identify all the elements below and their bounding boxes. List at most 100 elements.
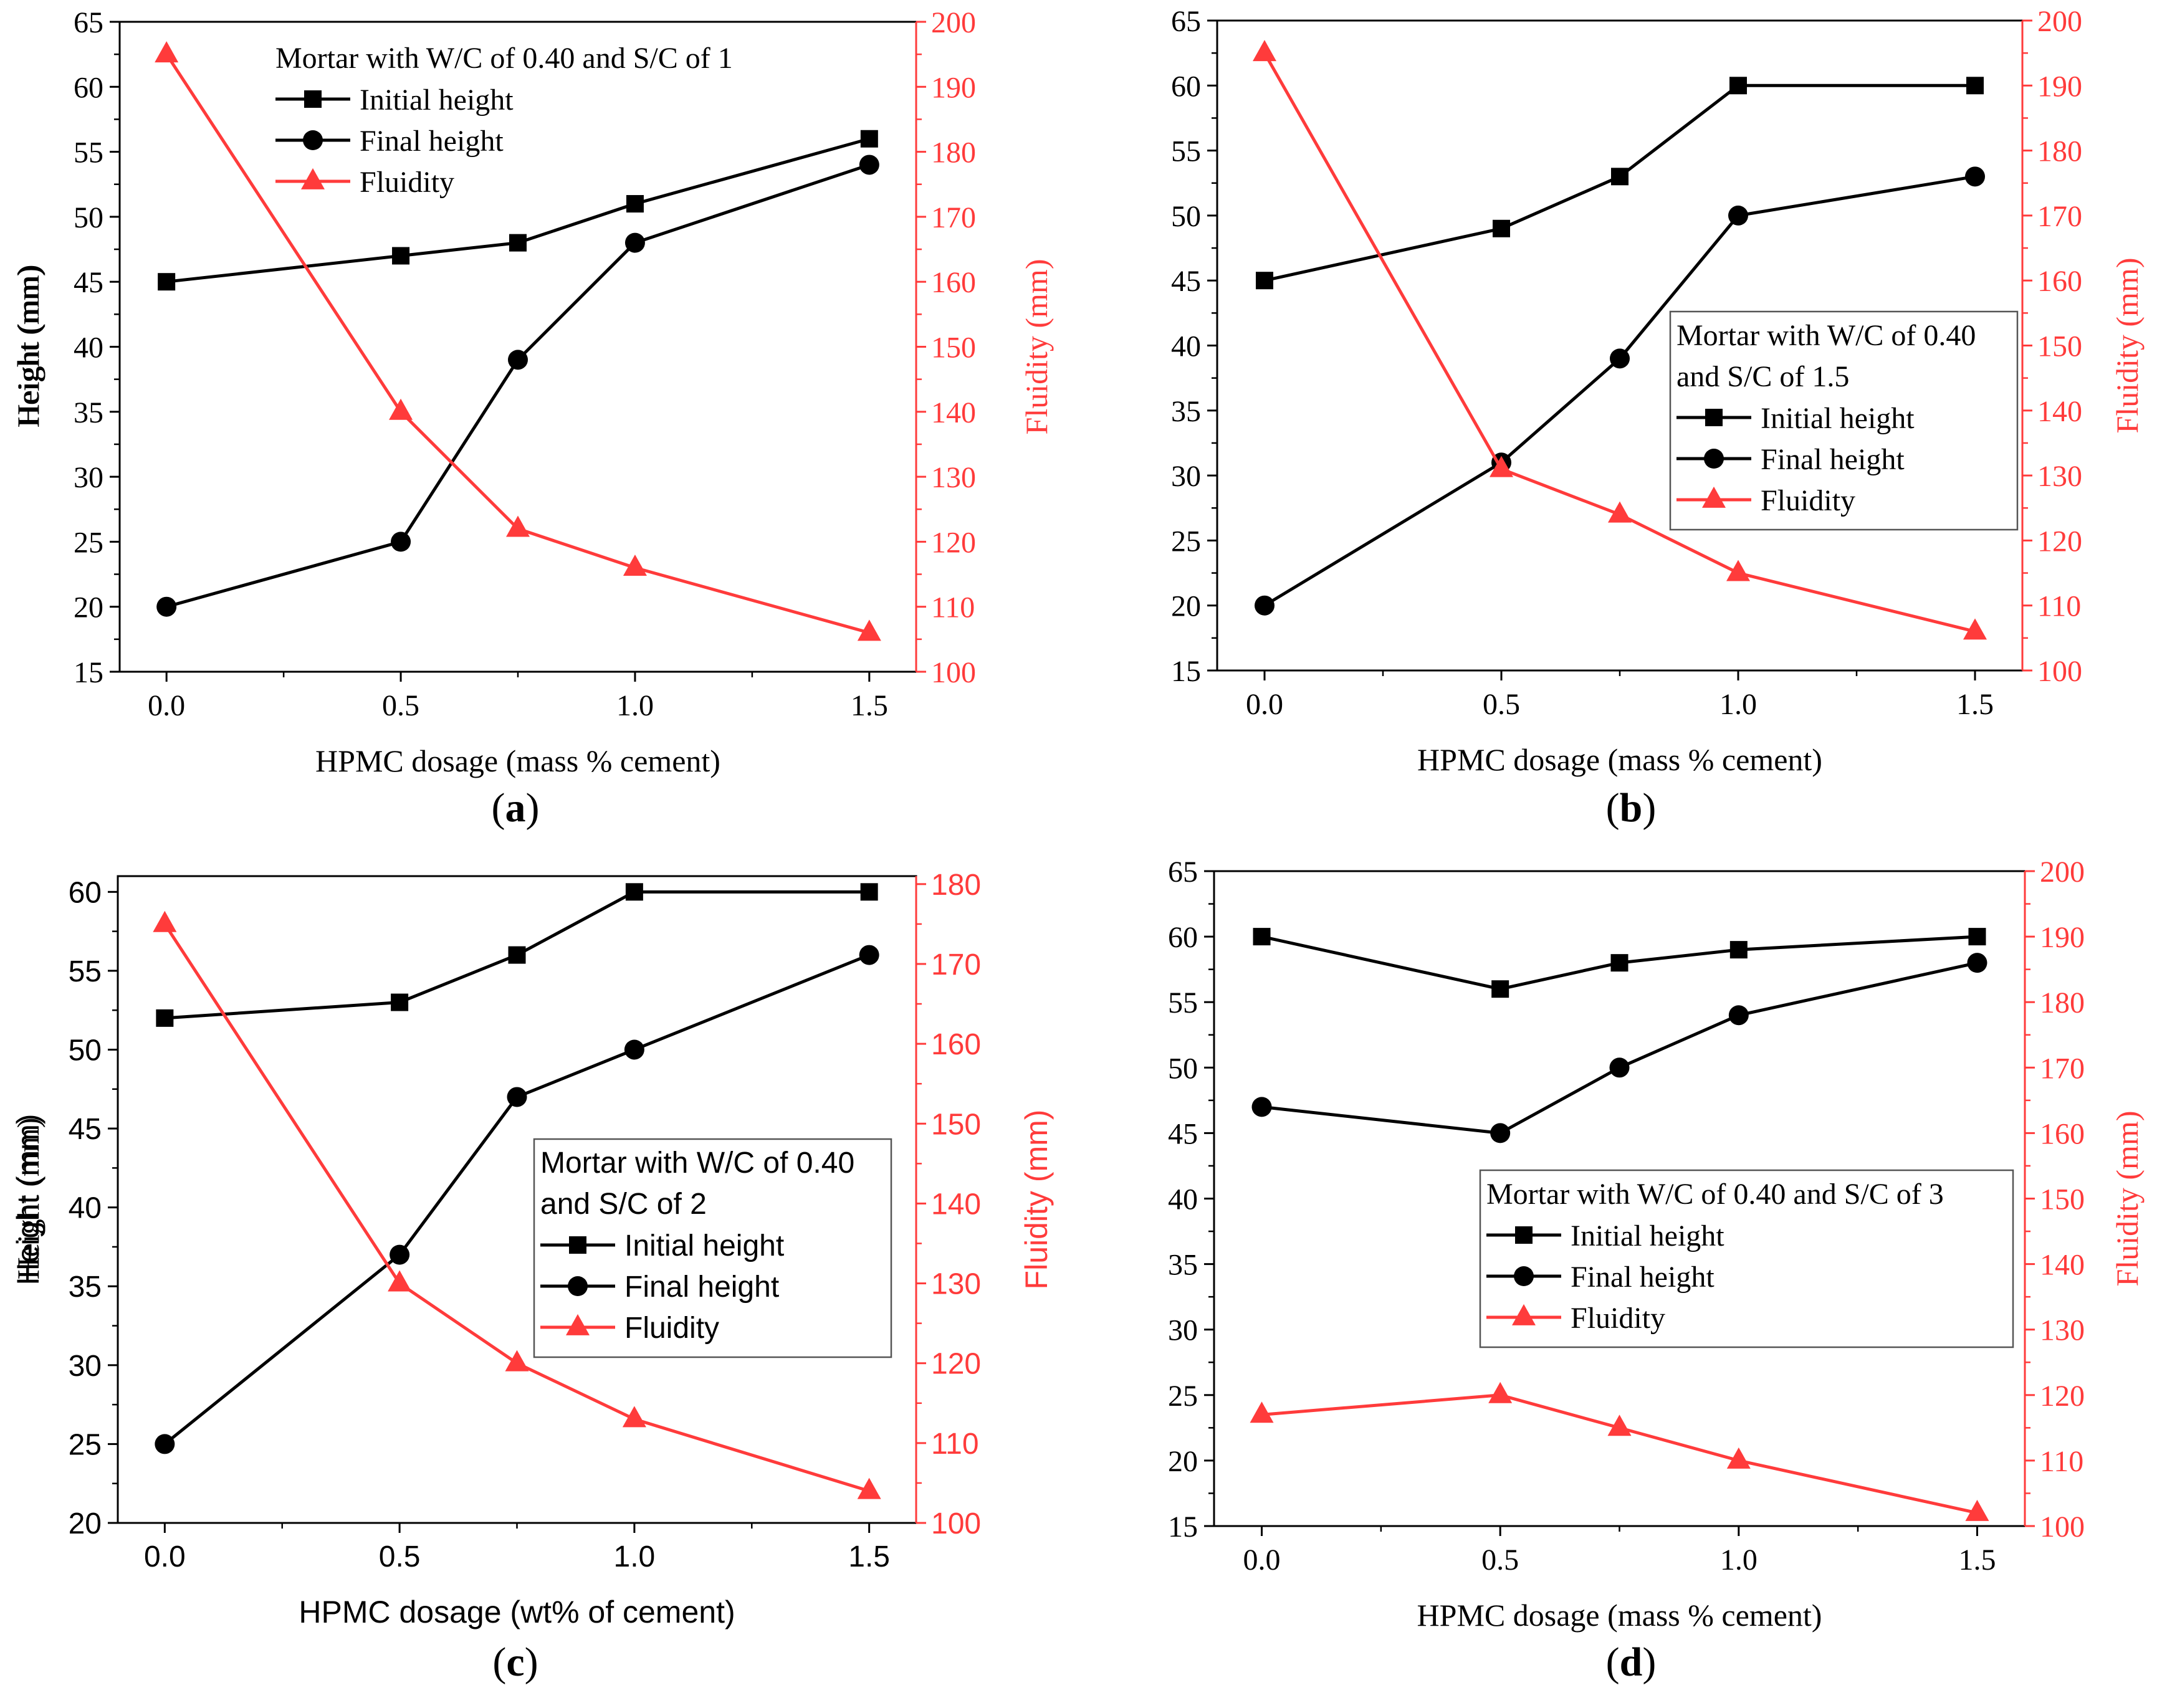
y2-tick-label: 170 [931,948,981,981]
y2-tick-label: 110 [2040,1445,2083,1478]
y-tick-label: 20 [69,1507,102,1540]
data-point-fluidity [1608,501,1632,523]
y-tick-label: 30 [1168,1314,1198,1347]
y-tick-label: 40 [1168,1183,1198,1216]
data-point-initial-height [1729,77,1747,95]
data-point-initial-height [860,130,878,148]
y2-tick-label: 150 [2040,1183,2085,1216]
y2-tick-label: 100 [2037,655,2082,688]
y2-tick-label: 140 [2040,1249,2085,1282]
y2-tick-label: 170 [2037,200,2082,233]
data-point-final-height [390,1244,410,1265]
data-point-fluidity [153,910,177,932]
data-point-final-height [1255,595,1275,616]
legend-marker-final-height [1704,449,1724,469]
y-tick-label: 15 [1168,1510,1198,1543]
x-tick-label: 0.5 [382,689,419,722]
y-tick-label: 30 [69,1350,102,1383]
series-line-initial-height [166,137,870,284]
y-tick-label: 30 [74,461,103,494]
data-point-initial-height [509,234,527,252]
y-tick-label: 20 [1168,1445,1198,1478]
data-point-fluidity [505,1350,529,1372]
y2-tick-label: 100 [2040,1510,2085,1543]
legend-entry-final-height: Final height [1571,1261,1715,1294]
x-tick-label: 1.0 [614,1540,656,1573]
data-point-initial-height [860,883,878,901]
plot-frame [118,21,917,673]
y-tick-label: 45 [1168,1117,1198,1150]
data-point-fluidity [1490,456,1513,477]
legend-marker-initial-height [1705,409,1723,426]
legend-entry-initial-height: Initial height [624,1229,784,1262]
legend-title: Mortar with W/C of 0.40 [540,1147,854,1180]
y-tick-label: 55 [69,955,102,988]
x-axis-label: HPMC dosage (mass % cement) [1417,1598,1822,1633]
data-point-fluidity [857,619,881,641]
x-tick-label: 0.0 [1246,688,1283,721]
data-point-final-height [624,232,645,253]
data-point-final-height [859,155,879,175]
y2-tick-label: 120 [2040,1380,2085,1413]
data-point-fluidity [1488,1381,1513,1403]
legend-title: Mortar with W/C of 0.40 and S/C of 1 [275,42,733,75]
legend-marker-fluidity [301,168,325,189]
data-point-initial-height [1966,77,1984,95]
data-point-final-height [1251,1097,1272,1117]
x-tick-label: 1.5 [851,689,888,722]
y2-tick-label: 130 [931,1268,981,1301]
data-point-initial-height [1493,219,1510,237]
data-point-fluidity [389,398,413,420]
data-point-fluidity [1963,618,1987,640]
legend-entry-final-height: Final height [360,125,504,158]
y2-axis-label: Fluidity (mm) [1019,259,1054,435]
data-point-initial-height [392,247,410,265]
data-point-final-height [1609,1057,1630,1078]
data-point-initial-height [625,883,643,901]
data-point-initial-height [508,946,526,964]
y2-tick-label: 130 [2040,1314,2085,1347]
y-tick-label: 30 [1171,460,1201,493]
y2-tick-label: 110 [931,1428,979,1461]
legend-entry-initial-height: Initial height [1761,402,1915,435]
x-tick-label: 0.5 [1483,688,1520,721]
y-tick-label: 55 [74,136,103,169]
y2-axis-label: Fluidity (mm) [2110,258,2145,434]
y-tick-label: 35 [69,1271,102,1304]
y-tick-label: 25 [74,526,103,559]
y-axis-label: Height (mm) [11,1114,45,1285]
legend-frame [533,1138,892,1358]
y2-tick-label: 200 [2037,5,2082,38]
panel-label: (c) [492,1639,538,1685]
legend-title: Mortar with W/C of 0.40 and S/C of 3 [1486,1178,1944,1211]
x-tick-label: 1.5 [1956,688,1994,721]
legend-marker-final-height [303,130,323,150]
y-tick-label: 35 [1171,395,1201,428]
data-point-final-height [859,945,879,965]
data-point-initial-height [1491,980,1509,998]
data-point-final-height [1490,1123,1511,1143]
y-tick-label: 65 [1168,856,1198,889]
y2-tick-label: 120 [931,526,976,559]
y2-tick-label: 110 [2037,590,2081,623]
legend-frame [1479,1169,2014,1348]
chart-panel-a: 0.0 0.5 1.0 1.5 15 20 25 30 35 40 45 50 55 60 65 100 110… [11,6,1054,831]
panel-label: (b) [1606,785,1657,831]
data-point-fluidity [1965,1499,1989,1521]
data-point-final-height [1965,166,1985,187]
legend-marker-initial-height [1515,1226,1533,1244]
data-point-initial-height [1611,168,1629,186]
y2-tick-label: 130 [2037,460,2082,493]
y-tick-label: 65 [1171,5,1201,38]
data-point-final-height [508,350,528,370]
y2-tick-label: 180 [931,869,981,902]
y2-tick-label: 140 [931,1188,981,1221]
data-point-initial-height [1256,272,1273,290]
y2-tick-label: 150 [931,1108,981,1141]
legend-marker-final-height [568,1276,588,1296]
y-tick-label: 50 [74,201,103,234]
y2-tick-label: 120 [931,1348,981,1381]
data-point-initial-height [156,1009,174,1027]
legend-entry-fluidity: Fluidity [1571,1302,1665,1335]
panel-label: (d) [1606,1639,1657,1685]
